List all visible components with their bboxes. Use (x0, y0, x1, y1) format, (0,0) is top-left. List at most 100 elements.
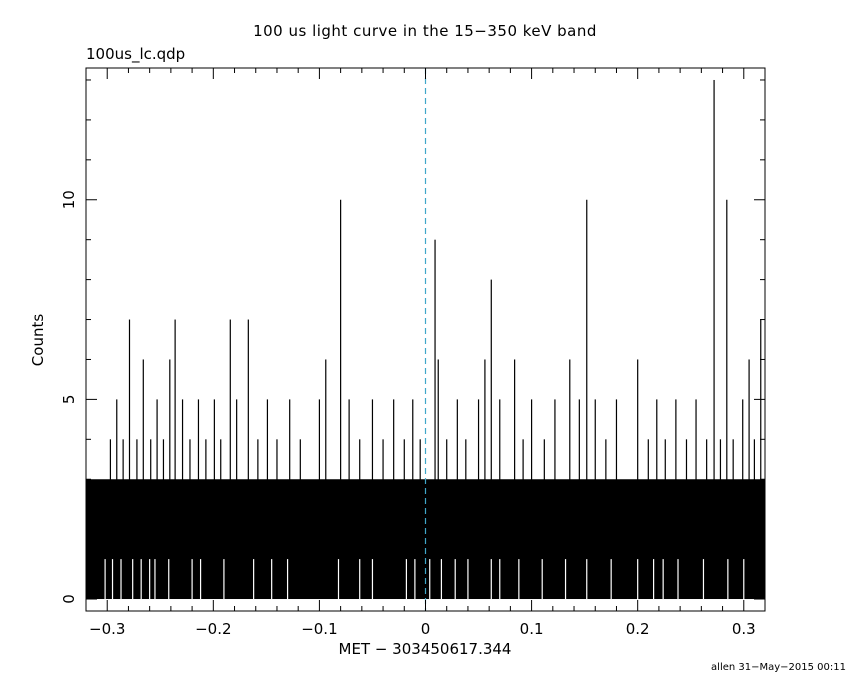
count-bar (156, 399, 158, 480)
count-bar (530, 399, 533, 480)
x-tick-labels: −0.3 −0.2 −0.1 0 0.1 0.2 0.3 (89, 620, 756, 638)
zero-bin (653, 559, 655, 600)
count-bar (490, 279, 492, 480)
zero-bin (564, 559, 567, 600)
count-bar (150, 439, 152, 480)
count-bar (647, 439, 649, 480)
zero-bin (541, 559, 543, 600)
count-bar (719, 439, 722, 480)
y-tick-labels: 0 5 10 (60, 190, 78, 604)
count-bar (299, 439, 301, 480)
count-bar (726, 199, 728, 480)
zero-bin (168, 559, 170, 600)
zero-bin (286, 559, 289, 600)
file-label: 100us_lc.qdp (86, 45, 186, 63)
count-bar (197, 399, 200, 480)
count-bar (594, 399, 596, 480)
count-bar (393, 399, 395, 480)
count-bar (220, 439, 222, 480)
count-bar (637, 359, 639, 480)
zero-bin (140, 559, 142, 600)
count-bar (615, 399, 618, 480)
zero-bin (440, 559, 443, 600)
count-bar (685, 439, 688, 480)
zero-bin (518, 559, 520, 600)
zero-bin (467, 559, 469, 600)
count-bar (456, 399, 458, 480)
count-bar (477, 399, 480, 480)
zero-bin (677, 559, 679, 600)
count-bar (205, 439, 207, 480)
count-bar (116, 399, 118, 480)
zero-bin (637, 559, 639, 600)
count-bar (499, 399, 501, 480)
count-bar (664, 439, 666, 480)
count-bar (109, 439, 112, 480)
count-bar (371, 399, 374, 480)
count-bar (359, 439, 361, 480)
count-bar (569, 359, 571, 480)
chart-title: 100 us light curve in the 15−350 keV ban… (253, 22, 597, 40)
count-bar (713, 79, 715, 480)
zero-bin (586, 559, 588, 600)
count-bar (543, 439, 545, 480)
count-bar (434, 239, 436, 480)
zero-bin (271, 559, 273, 600)
x-tick-label: −0.3 (89, 620, 125, 638)
count-bar (181, 399, 184, 480)
count-bar (522, 439, 524, 480)
zero-bin (429, 559, 431, 600)
count-bar (266, 399, 269, 480)
count-bar (162, 439, 165, 480)
x-axis-label: MET − 303450617.344 (339, 640, 512, 658)
count-bar (247, 319, 249, 480)
count-bar (656, 399, 658, 480)
count-bar (695, 399, 697, 480)
count-bar (174, 319, 176, 480)
count-bar (229, 319, 231, 480)
zero-bin (191, 559, 193, 600)
x-tick-label: −0.2 (195, 620, 231, 638)
count-bar (289, 399, 291, 480)
y-tick-label: 5 (60, 395, 78, 405)
count-bar (554, 399, 556, 480)
count-bar (276, 439, 278, 480)
count-bar (446, 439, 448, 480)
count-bar (706, 439, 708, 480)
footer-stamp: allen 31−May−2015 00:11 (711, 662, 846, 673)
count-bar (348, 399, 350, 480)
zero-bin (337, 559, 340, 600)
axis-ticks (86, 68, 765, 611)
zero-bin (120, 559, 122, 600)
x-tick-label: 0.1 (520, 620, 544, 638)
zero-bin (499, 559, 501, 600)
zero-bin (199, 559, 202, 600)
count-bar (586, 199, 588, 480)
y-tick-label: 10 (60, 190, 78, 209)
count-bar (742, 399, 744, 480)
count-bar (437, 359, 439, 480)
y-axis-label: Counts (29, 314, 47, 367)
zero-bin (702, 559, 705, 600)
count-bar (236, 399, 238, 480)
count-bar (318, 399, 321, 480)
count-bar (675, 399, 677, 480)
count-bar (340, 199, 342, 480)
zero-bin (414, 559, 416, 600)
count-bar (412, 399, 414, 480)
count-bar (122, 439, 124, 480)
zero-bin (359, 559, 361, 600)
count-bar (403, 439, 405, 480)
zero-bin (727, 559, 729, 600)
count-bar (136, 439, 138, 480)
count-bar (465, 439, 467, 480)
count-bar (128, 319, 131, 480)
zero-bin (371, 559, 374, 600)
count-bar (257, 439, 259, 480)
count-bar (213, 399, 215, 480)
zero-bin (662, 559, 664, 600)
count-bar (753, 439, 755, 480)
zero-bin (104, 559, 106, 600)
count-bar (325, 359, 327, 480)
y-tick-label: 0 (60, 594, 78, 604)
